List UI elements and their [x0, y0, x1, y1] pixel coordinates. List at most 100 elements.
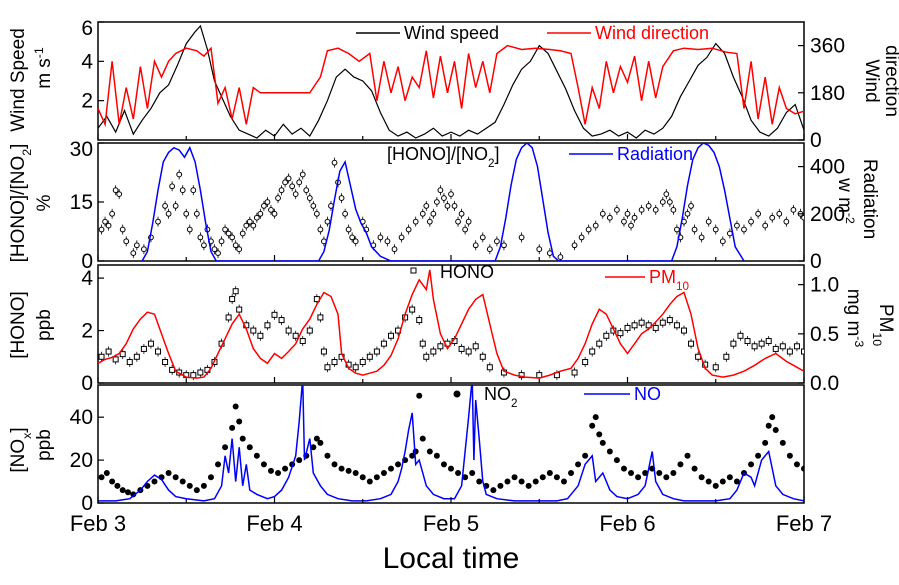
data-point — [628, 222, 634, 229]
data-point — [267, 467, 274, 474]
data-point — [737, 332, 744, 339]
y-axis-unit: ppb — [34, 429, 55, 461]
data-point — [264, 199, 271, 205]
data-point — [257, 332, 264, 339]
data-point — [222, 226, 228, 233]
data-point — [271, 210, 278, 217]
data-point — [310, 444, 317, 451]
y-tick-label: 20 — [70, 449, 93, 472]
data-point — [440, 461, 447, 468]
data-point — [596, 340, 603, 347]
data-point — [147, 340, 154, 347]
data-point — [384, 238, 391, 245]
data-point — [409, 306, 416, 313]
svg-text:PM10: PM10 — [870, 304, 896, 346]
data-point — [617, 330, 624, 337]
data-point — [479, 234, 486, 241]
y-tick-label: 30 — [70, 138, 93, 161]
data-point — [666, 317, 673, 324]
right-y-axis-unit: w m-2 — [834, 177, 857, 224]
data-point — [373, 474, 380, 481]
y-tick-label: 15 — [70, 191, 93, 214]
x-axis: Feb 3 Feb 4 Feb 5 Feb 6 Feb 7 — [70, 511, 832, 536]
data-point — [698, 474, 705, 481]
data-point — [345, 226, 352, 233]
data-point — [292, 332, 299, 339]
legend-pm10: PM10 — [605, 267, 690, 293]
data-point — [176, 171, 183, 178]
data-point — [317, 226, 324, 233]
data-point — [592, 222, 599, 229]
data-point — [133, 353, 140, 360]
data-point — [769, 214, 776, 221]
data-point — [772, 345, 779, 352]
y-tick-label: 2 — [81, 320, 93, 343]
legend-label: Wind speed — [404, 23, 499, 43]
data-point — [599, 210, 606, 217]
y-axis-label: [NOx] — [8, 427, 34, 472]
data-point — [698, 234, 705, 241]
data-point — [186, 226, 193, 233]
data-point — [726, 230, 733, 237]
svg-text:ppb: ppb — [34, 429, 55, 461]
right-y-axis-label: Wind — [861, 59, 882, 102]
data-point — [635, 474, 642, 481]
y-tick-label: 0 — [81, 250, 93, 273]
data-point — [451, 203, 458, 209]
data-point — [536, 246, 543, 253]
data-point — [103, 469, 110, 476]
data-point — [793, 461, 800, 468]
data-point — [670, 469, 677, 476]
data-point — [98, 353, 105, 360]
data-point — [476, 478, 483, 485]
data-point — [560, 478, 567, 485]
data-point — [123, 238, 130, 245]
data-point — [426, 448, 433, 455]
legend-hono: HONO — [440, 262, 494, 282]
data-point — [589, 422, 596, 429]
svg-text:[NOx]: [NOx] — [8, 427, 34, 472]
legend-label: Wind direction — [595, 23, 709, 43]
data-point — [670, 206, 677, 213]
data-point — [359, 359, 366, 366]
data-point — [437, 187, 444, 194]
data-point — [338, 195, 345, 201]
svg-text:Wind: Wind — [861, 59, 882, 102]
data-point — [501, 242, 507, 249]
data-point — [458, 345, 465, 352]
data-point — [582, 452, 589, 459]
series--hono-no2- — [98, 157, 804, 261]
data-point — [116, 191, 123, 198]
data-point — [105, 222, 112, 229]
data-point — [557, 254, 564, 260]
data-point — [793, 343, 800, 350]
x-axis-label: Local time — [383, 542, 520, 575]
data-point — [656, 469, 663, 476]
data-point — [271, 311, 278, 318]
series-radiation — [141, 143, 745, 261]
data-point — [730, 340, 737, 347]
legend-label: Radiation — [617, 144, 693, 164]
data-point — [165, 469, 172, 476]
data-point — [239, 435, 246, 442]
data-point — [430, 348, 437, 355]
data-point — [779, 343, 786, 350]
data-point — [366, 353, 373, 360]
right-y-tick-label: 180 — [810, 82, 845, 105]
data-point — [373, 348, 380, 355]
data-point — [677, 461, 684, 468]
data-point — [366, 478, 373, 485]
data-point — [437, 343, 444, 350]
data-point — [169, 183, 176, 190]
data-point — [119, 226, 126, 233]
data-point — [257, 210, 264, 217]
series-wind-direction — [98, 44, 804, 128]
data-point — [211, 246, 218, 253]
data-point — [299, 171, 306, 178]
svg-text:Wind Speed: Wind Speed — [8, 28, 29, 132]
data-point — [324, 218, 331, 225]
panel-wind-axes: 2 4 6 0 180 360 Wind Speed m s-1 Wind direction Wi… — [8, 17, 899, 152]
data-point — [733, 478, 740, 485]
data-point — [285, 175, 292, 182]
